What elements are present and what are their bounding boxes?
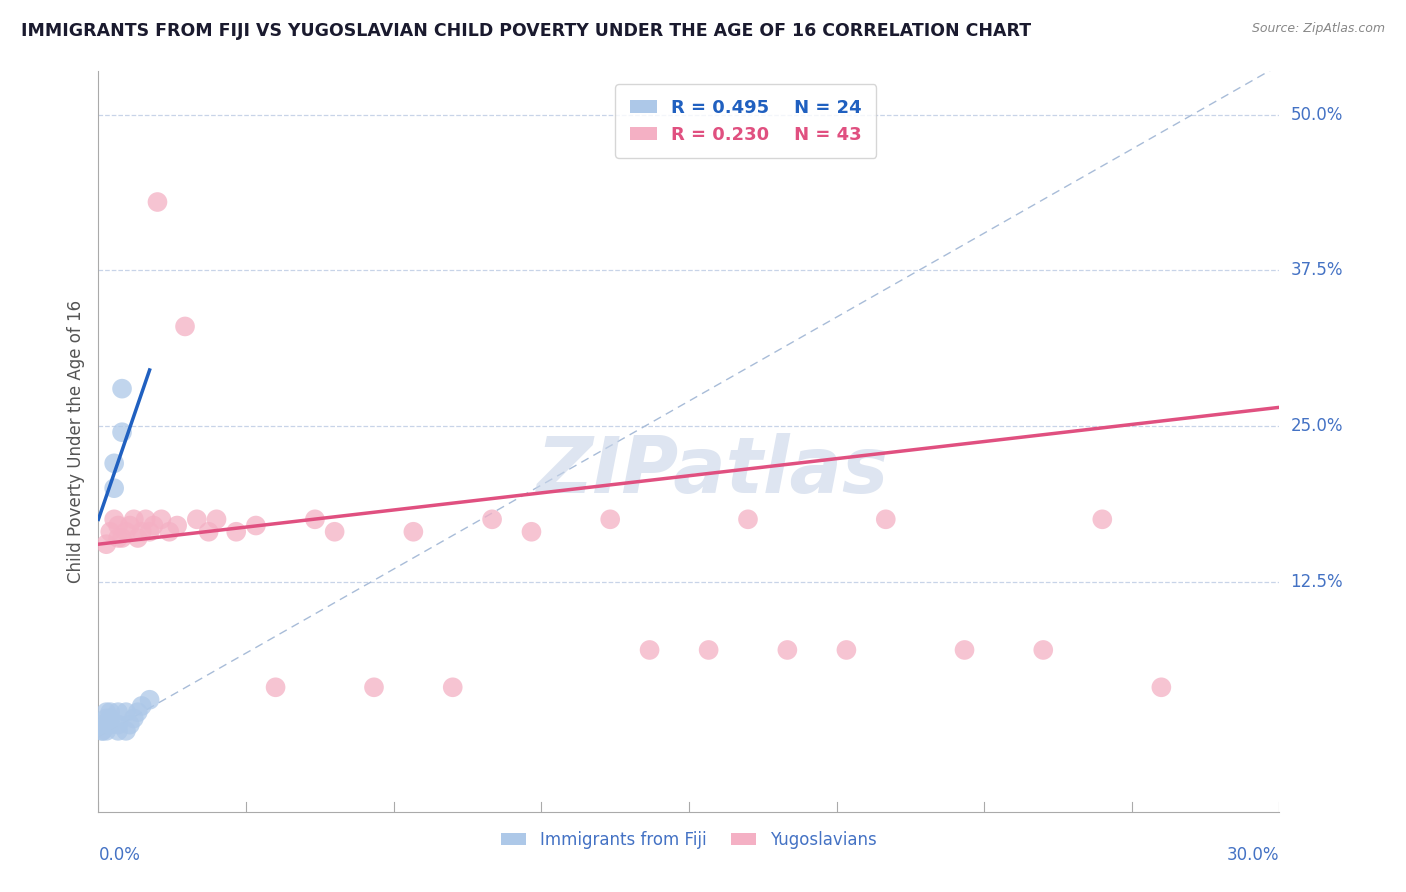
Point (174, 319, 197, 334)
Point (107, 723, 129, 738)
Point (776, 643, 799, 657)
Point (111, 382, 134, 396)
Point (111, 531, 134, 545)
Point (138, 692, 160, 706)
Text: 25.0%: 25.0% (1291, 417, 1343, 435)
Point (98, 711, 121, 725)
Legend: Immigrants from Fiji, Yugoslavians: Immigrants from Fiji, Yugoslavians (495, 824, 883, 855)
Point (245, 518, 267, 533)
Point (142, 518, 165, 533)
Point (197, 524, 219, 539)
Point (697, 643, 720, 657)
Point (127, 705, 149, 719)
Point (91, 717, 114, 731)
Point (363, 681, 385, 695)
Point (1150, 681, 1173, 695)
Point (186, 512, 208, 526)
Point (638, 643, 661, 657)
Point (96, 717, 118, 731)
Point (875, 512, 897, 526)
Point (96, 711, 118, 725)
Point (323, 524, 346, 539)
Point (304, 512, 326, 526)
Point (127, 531, 149, 545)
Point (91, 723, 114, 738)
Point (115, 705, 138, 719)
Point (107, 717, 129, 731)
Text: ZIPatlas: ZIPatlas (537, 434, 889, 509)
Point (96, 705, 118, 719)
Point (118, 518, 141, 533)
Point (520, 524, 543, 539)
Point (225, 524, 247, 539)
Text: 12.5%: 12.5% (1291, 573, 1343, 591)
Point (115, 723, 138, 738)
Point (111, 425, 134, 440)
Point (98, 717, 121, 731)
Point (166, 518, 188, 533)
Point (131, 698, 153, 713)
Point (146, 194, 169, 209)
Point (131, 524, 153, 539)
Point (96, 723, 118, 738)
Point (264, 681, 287, 695)
Point (481, 512, 503, 526)
Point (441, 681, 464, 695)
Point (98, 524, 121, 539)
Point (103, 456, 125, 470)
Point (150, 512, 173, 526)
Y-axis label: Child Poverty Under the Age of 16: Child Poverty Under the Age of 16 (66, 300, 84, 583)
Point (122, 711, 145, 725)
Point (107, 518, 129, 533)
Point (118, 717, 141, 731)
Text: 37.5%: 37.5% (1291, 261, 1343, 279)
Text: 0.0%: 0.0% (98, 847, 141, 864)
Point (107, 531, 129, 545)
Text: 50.0%: 50.0% (1291, 106, 1343, 124)
Text: IMMIGRANTS FROM FIJI VS YUGOSLAVIAN CHILD POVERTY UNDER THE AGE OF 16 CORRELATIO: IMMIGRANTS FROM FIJI VS YUGOSLAVIAN CHIL… (21, 22, 1031, 40)
Text: 30.0%: 30.0% (1227, 847, 1279, 864)
Point (205, 512, 228, 526)
Point (96, 537, 118, 551)
Point (157, 524, 180, 539)
Point (138, 524, 160, 539)
Point (115, 524, 138, 539)
Point (122, 512, 145, 526)
Point (103, 512, 125, 526)
Point (599, 512, 621, 526)
Point (135, 512, 157, 526)
Point (835, 643, 858, 657)
Point (91, 723, 114, 738)
Point (953, 643, 976, 657)
Point (98, 705, 121, 719)
Text: Source: ZipAtlas.com: Source: ZipAtlas.com (1251, 22, 1385, 36)
Point (1032, 643, 1054, 657)
Point (1091, 512, 1114, 526)
Point (737, 512, 759, 526)
Point (103, 481, 125, 495)
Point (107, 705, 129, 719)
Point (402, 524, 425, 539)
